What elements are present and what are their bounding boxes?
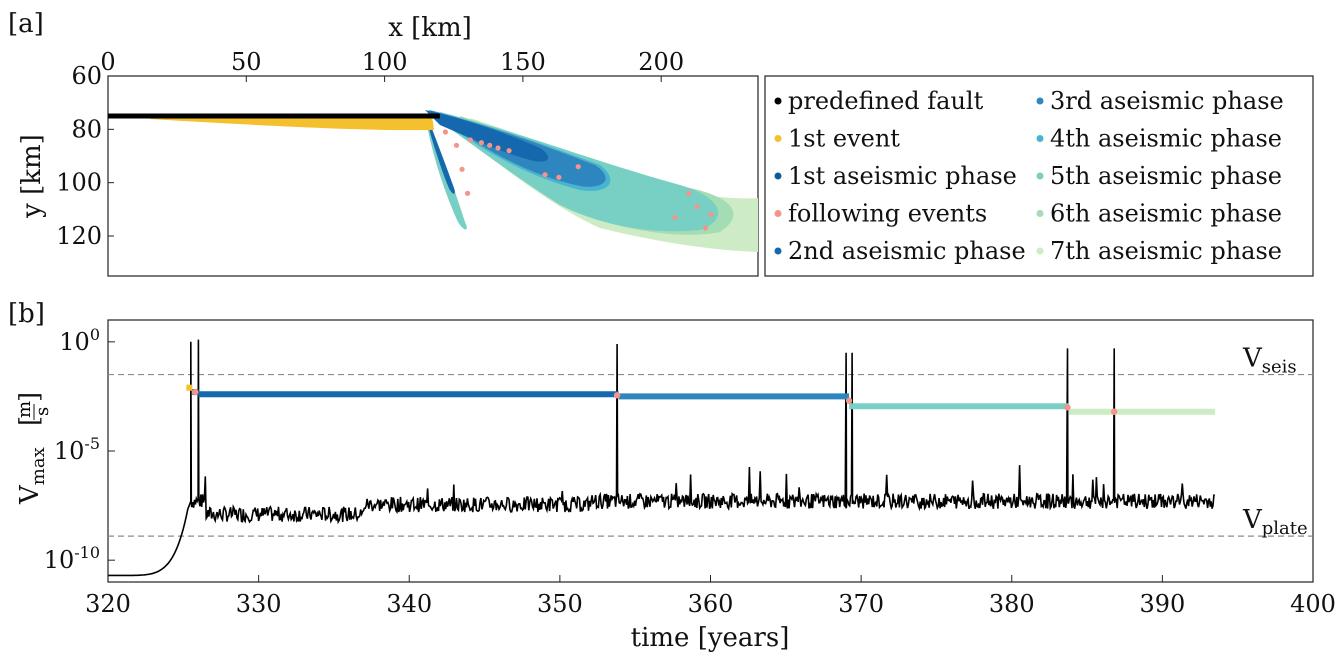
legend-label: predefined fault [788, 87, 984, 115]
x-tick-label: 380 [989, 590, 1035, 618]
legend-label: 2nd aseismic phase [788, 237, 1026, 265]
reference-lines: Vseis Vplate [108, 344, 1313, 539]
panel-b-y-ticks: 100 10-5 10-10 [44, 325, 115, 574]
panel-a-frame [107, 75, 759, 277]
legend: predefined fault 1st event 1st aseismic ph… [764, 75, 1314, 277]
following-event-dot [464, 190, 471, 196]
panel-a-x-ticks: 0 50 100 150 200 [100, 48, 684, 82]
reference-line-label: Vplate [1242, 505, 1308, 539]
following-event-dot [495, 145, 501, 151]
following-event-dot [487, 142, 493, 148]
x-tick-label: 400 [1290, 590, 1336, 618]
panel-a-tag: [a] [8, 9, 44, 39]
following-event-dot [702, 225, 709, 231]
panel-a-following-events [442, 129, 714, 231]
legend-label: 1st event [788, 125, 900, 153]
following-event-dot [478, 140, 485, 146]
legend-marker [774, 135, 782, 142]
panel-b-x-ticks: 320 330 340 350 360 370 380 390 400 [85, 575, 1336, 618]
aseismic-phase-bars [186, 384, 1216, 415]
panel-b-frame [107, 319, 1314, 583]
x-tick-label: 320 [85, 590, 131, 618]
following-event-dot [506, 148, 512, 154]
following-event-dot [453, 142, 460, 148]
x-tick-label: 100 [362, 48, 408, 76]
following-event-dot [575, 164, 581, 170]
following-event-dot [556, 174, 562, 180]
ylabel-v: V [15, 484, 45, 505]
following-event-dot [1110, 408, 1118, 415]
x-tick-label: 0 [100, 48, 115, 76]
following-event-dot [694, 204, 700, 210]
reference-line-label: Vseis [1242, 344, 1297, 378]
panel-a-y-axis-label: y [km] [17, 134, 47, 219]
following-event-dot [442, 129, 449, 135]
legend-marker [1036, 97, 1044, 105]
y-tick-label: 10-5 [54, 434, 100, 465]
y-tick-label: 100 [56, 169, 102, 197]
panel-a-regions [150, 110, 758, 252]
panel-b-following-events [192, 388, 1118, 415]
ylabel-main: Vmax [15, 447, 49, 505]
x-tick-label: 350 [537, 590, 583, 618]
following-event-dot [542, 172, 548, 178]
ylabel-sub: max [28, 447, 49, 485]
y-tick-label: 80 [71, 115, 102, 143]
legend-marker [1036, 247, 1044, 255]
following-event-dot [459, 166, 465, 172]
x-tick-label: 370 [838, 590, 884, 618]
y-tick-label: 100 [59, 325, 100, 356]
x-tick-label: 150 [500, 48, 546, 76]
legend-label: 4th aseismic phase [1050, 125, 1282, 153]
legend-marker [774, 210, 782, 217]
following-event-dot [672, 214, 678, 220]
legend-marker [774, 172, 782, 180]
legend-marker [1036, 172, 1044, 180]
legend-label: following events [788, 200, 987, 228]
following-event-dot [467, 137, 473, 143]
panel-b-tag: [b] [8, 299, 45, 329]
following-event-dot [192, 388, 199, 396]
legend-label: 6th aseismic phase [1050, 200, 1282, 228]
legend-marker [774, 97, 782, 105]
panel-b-y-axis-label: Vmax m s [ ] [14, 392, 53, 505]
following-event-dot [613, 392, 621, 399]
ylabel-bracket-open: [ [15, 416, 45, 426]
x-tick-label: 200 [638, 48, 684, 76]
vmax-series-line [107, 339, 1215, 577]
following-event-dot [845, 397, 853, 404]
x-tick-label: 360 [688, 590, 734, 618]
ylabel-bracket-close: ] [15, 392, 45, 402]
region-2nd-aseismic [425, 110, 549, 162]
following-event-dot [708, 212, 714, 218]
legend-label: 1st aseismic phase [788, 162, 1017, 190]
panel-a-plot: 0 50 100 150 200 60 80 100 120 x [km] y [km] [17, 13, 759, 277]
x-tick-label: 390 [1139, 590, 1185, 618]
region-branch-dark [428, 118, 455, 194]
legend-marker [1036, 135, 1044, 142]
following-event-dot [686, 190, 692, 196]
legend-label: 3rd aseismic phase [1050, 87, 1284, 115]
following-event-dot [1064, 404, 1071, 411]
y-tick-label: 10-10 [44, 543, 100, 574]
legend-label: 7th aseismic phase [1050, 237, 1282, 265]
panel-a-y-ticks: 60 80 100 120 [56, 62, 114, 250]
y-tick-label: 120 [56, 222, 102, 250]
legend-marker [774, 247, 782, 255]
legend-marker [1036, 210, 1044, 217]
region-1st-event [150, 115, 434, 131]
y-tick-label: 60 [71, 62, 102, 90]
legend-label: 5th aseismic phase [1050, 162, 1282, 190]
ylabel-unit-den: s [32, 407, 53, 416]
ylabel-unit-num: m [14, 401, 35, 418]
x-tick-label: 340 [386, 590, 432, 618]
x-tick-label: 330 [236, 590, 282, 618]
x-tick-label: 50 [231, 48, 262, 76]
panel-a-x-axis-label: x [km] [388, 13, 472, 43]
panel-b-x-axis-label: time [years] [631, 623, 790, 652]
